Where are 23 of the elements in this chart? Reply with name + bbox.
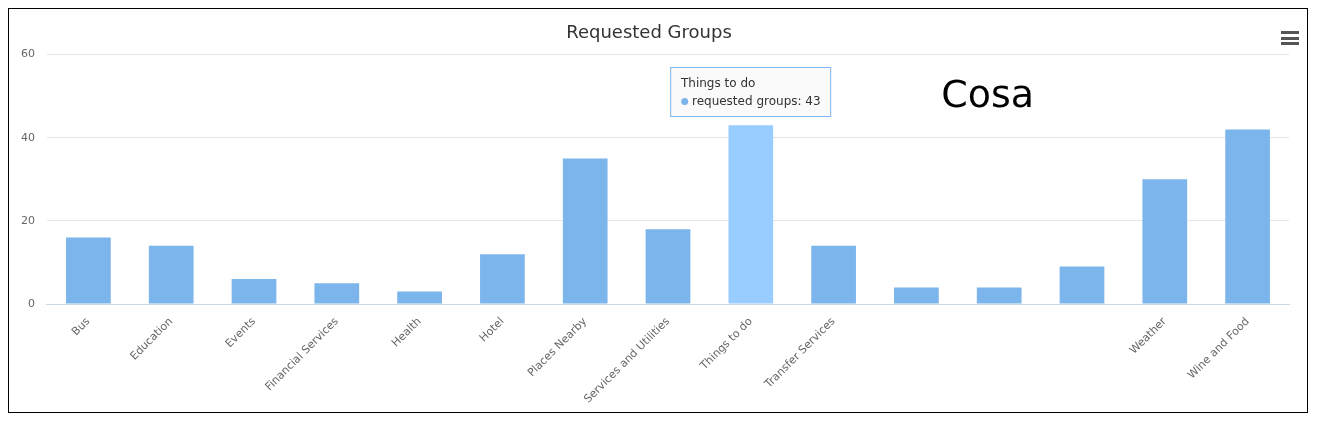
y-tick-label: 60 [21, 47, 35, 61]
chart-title: Requested Groups [566, 21, 732, 43]
bar [976, 287, 1022, 304]
y-tick-label: 20 [21, 213, 35, 227]
x-tick-label: Bus [69, 314, 93, 339]
bar [894, 287, 939, 304]
annotation: Cosa [941, 71, 1035, 116]
annotation: Things to do requested groups: 43 [680, 75, 821, 111]
bar [1059, 266, 1105, 304]
bar [480, 254, 525, 304]
bar [1225, 129, 1270, 304]
bar [1142, 179, 1188, 304]
y-tick-label: 40 [21, 130, 35, 144]
bar [397, 291, 442, 304]
bar [231, 279, 277, 304]
bar [66, 237, 111, 304]
bar [645, 229, 691, 304]
bar [728, 125, 774, 304]
bar [562, 158, 608, 304]
bar [148, 245, 194, 304]
y-tick-label: 0 [28, 296, 35, 310]
bar [314, 283, 360, 304]
bar [811, 245, 856, 304]
